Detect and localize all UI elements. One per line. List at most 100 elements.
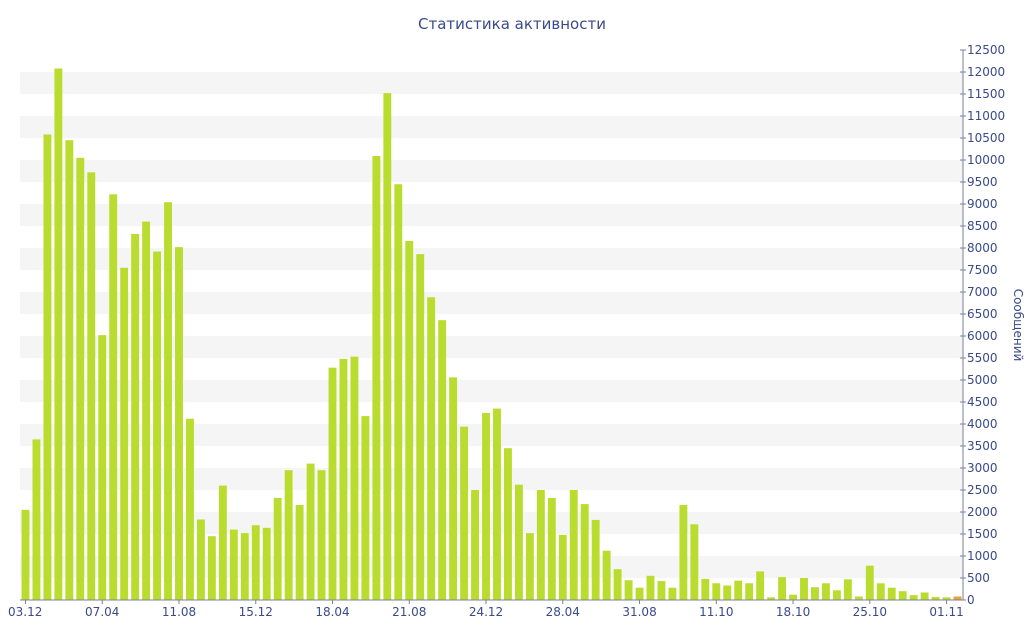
bar — [953, 596, 962, 600]
bar — [767, 597, 776, 600]
x-tick-label: 11.08 — [162, 605, 196, 619]
bar — [514, 484, 523, 600]
x-tick-label: 03.12 — [8, 605, 42, 619]
bar — [196, 519, 205, 600]
x-tick-label: 18.10 — [776, 605, 810, 619]
x-tick-label: 25.10 — [853, 605, 887, 619]
y-axis-title: Сообщений — [1011, 289, 1024, 362]
bar — [635, 587, 644, 600]
y-tick-label: 2500 — [967, 483, 998, 497]
y-tick-label: 10000 — [967, 153, 1005, 167]
y-tick-label: 8500 — [967, 219, 998, 233]
bar — [876, 583, 885, 600]
y-tick-label: 7000 — [967, 285, 998, 299]
bar — [21, 509, 30, 600]
bar — [734, 580, 743, 600]
bar — [383, 93, 392, 601]
bar — [394, 184, 403, 600]
bar — [207, 536, 216, 600]
bar — [558, 534, 567, 600]
y-tick-label: 5500 — [967, 351, 998, 365]
x-tick-label: 11.10 — [699, 605, 733, 619]
bar — [449, 377, 458, 600]
bar — [460, 426, 469, 600]
bar — [372, 156, 381, 601]
bar — [186, 418, 194, 600]
bar — [54, 68, 63, 601]
bar — [679, 504, 688, 600]
bar — [920, 592, 929, 600]
bar — [438, 320, 447, 600]
bar — [843, 579, 852, 600]
x-tick-label: 31.08 — [622, 605, 656, 619]
grid-band — [20, 556, 963, 578]
bar — [778, 577, 787, 600]
bar — [482, 413, 490, 600]
bar — [690, 524, 699, 600]
bar — [295, 504, 304, 600]
bar — [536, 490, 545, 600]
bar — [416, 254, 425, 600]
y-tick-label: 9000 — [967, 197, 998, 211]
bar — [602, 550, 611, 600]
x-tick-label: 24.12 — [469, 605, 503, 619]
bar — [789, 594, 797, 600]
grid-band — [20, 160, 963, 182]
y-tick-label: 10500 — [967, 131, 1005, 145]
y-tick-label: 3500 — [967, 439, 998, 453]
bar — [328, 367, 337, 600]
y-tick-label: 9500 — [967, 175, 998, 189]
y-tick-label: 1500 — [967, 527, 998, 541]
bars — [21, 68, 962, 601]
bar — [668, 587, 677, 600]
bar — [613, 569, 622, 600]
y-tick-label: 11000 — [967, 109, 1005, 123]
x-axis: 03.12 07.04 11.08 15.12 18.04 21.08 24.12 28.04… — [8, 599, 964, 619]
y-tick-label: 2000 — [967, 505, 998, 519]
x-tick-label: 28.04 — [546, 605, 580, 619]
bar — [591, 519, 600, 600]
bar — [262, 527, 271, 600]
bar — [800, 578, 808, 600]
bar — [931, 596, 940, 600]
bar — [712, 583, 721, 600]
bar — [229, 529, 238, 600]
bar — [811, 587, 819, 600]
bar — [865, 565, 874, 600]
x-tick-label: 15.12 — [239, 605, 273, 619]
y-tick-label: 1000 — [967, 549, 998, 563]
bar — [218, 485, 227, 600]
bar — [65, 140, 74, 600]
bar — [909, 595, 918, 600]
bar — [723, 585, 732, 600]
bar — [175, 247, 183, 600]
y-tick-label: 7500 — [967, 263, 998, 277]
bar — [87, 172, 96, 600]
bar — [832, 590, 841, 600]
grid-band — [20, 116, 963, 138]
grid-band — [20, 380, 963, 402]
grid-band — [20, 248, 963, 270]
bar — [350, 356, 359, 600]
bar — [898, 591, 907, 600]
bar — [131, 233, 140, 601]
bar — [427, 297, 436, 600]
bar — [153, 251, 162, 600]
y-tick-label: 4000 — [967, 417, 998, 431]
bar — [525, 533, 534, 600]
y-tick-label: 3000 — [967, 461, 998, 475]
bar — [821, 583, 830, 600]
bar — [306, 463, 315, 600]
bar — [745, 583, 754, 600]
y-tick-label: 0 — [967, 593, 975, 607]
grid-band — [20, 336, 963, 358]
chart-title: Статистика активности — [418, 15, 606, 33]
bar — [251, 525, 260, 600]
grid-band — [20, 292, 963, 314]
bar — [76, 157, 85, 601]
grid-band — [20, 424, 963, 446]
y-tick-label: 4500 — [967, 395, 998, 409]
y-tick-label: 5000 — [967, 373, 998, 387]
x-tick-label: 18.04 — [315, 605, 349, 619]
